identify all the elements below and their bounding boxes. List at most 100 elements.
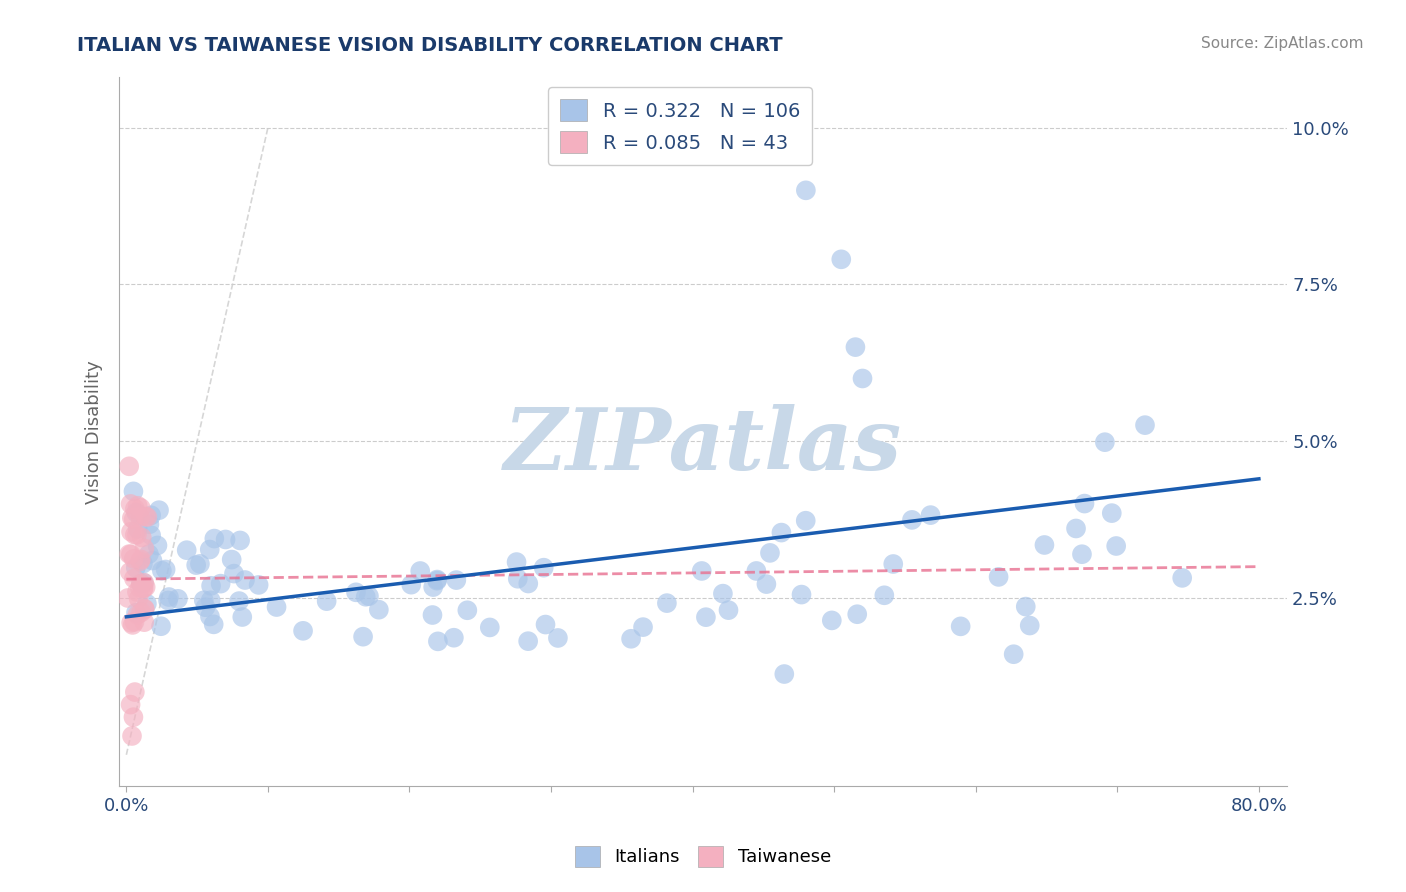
Point	[135, 580, 157, 594]
Point	[139, 528, 162, 542]
Point	[125, 606, 148, 620]
Point	[1015, 599, 1038, 614]
Point	[209, 576, 232, 591]
Point	[790, 588, 813, 602]
Text: ITALIAN VS TAIWANESE VISION DISABILITY CORRELATION CHART: ITALIAN VS TAIWANESE VISION DISABILITY C…	[77, 36, 783, 54]
Point	[443, 631, 465, 645]
Text: ZIPatlas: ZIPatlas	[505, 404, 903, 488]
Point	[231, 610, 253, 624]
Point	[124, 615, 146, 629]
Point	[150, 564, 173, 578]
Point	[949, 619, 972, 633]
Point	[118, 547, 141, 561]
Point	[127, 499, 149, 513]
Point	[138, 517, 160, 532]
Point	[132, 575, 155, 590]
Point	[292, 624, 315, 638]
Point	[517, 634, 540, 648]
Legend: Italians, Taiwanese: Italians, Taiwanese	[568, 838, 838, 874]
Point	[426, 573, 449, 587]
Point	[690, 564, 713, 578]
Point	[118, 565, 141, 579]
Point	[157, 593, 180, 607]
Y-axis label: Vision Disability: Vision Disability	[86, 359, 103, 504]
Point	[134, 541, 156, 556]
Point	[198, 542, 221, 557]
Point	[122, 710, 145, 724]
Point	[134, 601, 156, 615]
Point	[188, 557, 211, 571]
Point	[717, 603, 740, 617]
Point	[117, 591, 139, 605]
Point	[135, 509, 157, 524]
Point	[128, 581, 150, 595]
Point	[193, 593, 215, 607]
Point	[1101, 506, 1123, 520]
Point	[125, 561, 148, 575]
Point	[141, 508, 163, 523]
Point	[194, 600, 217, 615]
Point	[129, 552, 152, 566]
Point	[794, 514, 817, 528]
Point	[120, 698, 142, 712]
Point	[399, 577, 422, 591]
Point	[122, 552, 145, 566]
Point	[134, 575, 156, 590]
Point	[846, 607, 869, 622]
Point	[354, 590, 377, 604]
Point	[146, 538, 169, 552]
Point	[131, 531, 153, 545]
Point	[214, 533, 236, 547]
Point	[533, 560, 555, 574]
Point	[1094, 435, 1116, 450]
Point	[129, 500, 152, 515]
Point	[132, 557, 155, 571]
Point	[132, 582, 155, 596]
Point	[344, 585, 367, 599]
Point	[426, 574, 449, 588]
Point	[1018, 618, 1040, 632]
Point	[127, 607, 149, 622]
Point	[128, 591, 150, 606]
Point	[157, 590, 180, 604]
Point	[127, 522, 149, 536]
Point	[132, 581, 155, 595]
Point	[1002, 647, 1025, 661]
Point	[167, 591, 190, 606]
Point	[1071, 547, 1094, 561]
Point	[222, 566, 245, 581]
Point	[129, 606, 152, 620]
Point	[198, 609, 221, 624]
Point	[124, 685, 146, 699]
Point	[122, 484, 145, 499]
Point	[228, 594, 250, 608]
Point	[422, 607, 444, 622]
Text: Source: ZipAtlas.com: Source: ZipAtlas.com	[1201, 36, 1364, 51]
Point	[695, 610, 717, 624]
Point	[125, 528, 148, 542]
Point	[176, 543, 198, 558]
Legend: R = 0.322   N = 106, R = 0.085   N = 43: R = 0.322 N = 106, R = 0.085 N = 43	[548, 87, 811, 165]
Point	[920, 508, 942, 522]
Point	[534, 617, 557, 632]
Point	[745, 564, 768, 578]
Point	[547, 631, 569, 645]
Point	[367, 603, 389, 617]
Point	[711, 587, 734, 601]
Point	[446, 573, 468, 587]
Point	[266, 600, 288, 615]
Point	[357, 589, 380, 603]
Point	[1171, 571, 1194, 585]
Point	[505, 555, 527, 569]
Point	[655, 596, 678, 610]
Point	[456, 603, 478, 617]
Point	[517, 576, 540, 591]
Point	[821, 614, 844, 628]
Point	[620, 632, 643, 646]
Point	[138, 547, 160, 561]
Point	[426, 634, 449, 648]
Point	[122, 512, 145, 526]
Point	[830, 252, 852, 267]
Point	[186, 558, 208, 573]
Point	[121, 729, 143, 743]
